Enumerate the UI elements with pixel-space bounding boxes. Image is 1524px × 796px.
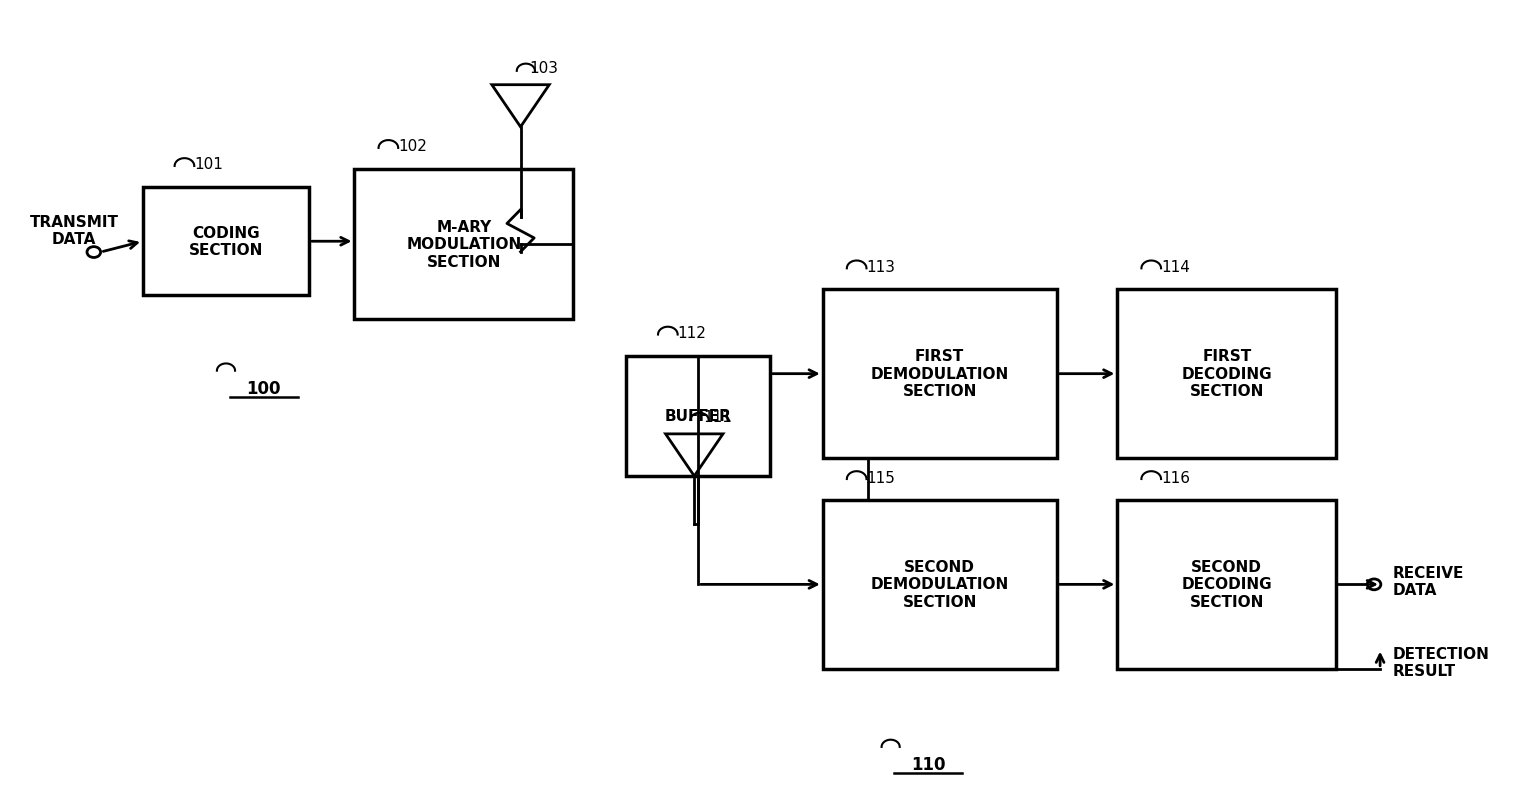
Bar: [1117, 290, 1337, 458]
Text: FIRST
DECODING
SECTION: FIRST DECODING SECTION: [1181, 349, 1271, 399]
Text: 100: 100: [247, 380, 280, 398]
Text: 115: 115: [866, 470, 895, 486]
Bar: [626, 356, 770, 476]
Text: FIRST
DEMODULATION
SECTION: FIRST DEMODULATION SECTION: [870, 349, 1009, 399]
Text: DETECTION
RESULT: DETECTION RESULT: [1393, 646, 1489, 679]
Text: SECOND
DEMODULATION
SECTION: SECOND DEMODULATION SECTION: [870, 560, 1009, 610]
Text: RECEIVE
DATA: RECEIVE DATA: [1393, 565, 1465, 598]
Text: M-ARY
MODULATION
SECTION: M-ARY MODULATION SECTION: [407, 220, 521, 270]
Text: 116: 116: [1161, 470, 1190, 486]
Bar: [823, 500, 1056, 669]
Text: 101: 101: [194, 158, 223, 173]
Bar: [354, 170, 573, 320]
Text: 110: 110: [911, 756, 945, 774]
Text: 103: 103: [529, 61, 558, 76]
Text: 114: 114: [1161, 259, 1190, 275]
Bar: [1117, 500, 1337, 669]
Bar: [143, 187, 309, 296]
Text: 102: 102: [398, 139, 427, 154]
Text: 112: 112: [678, 326, 706, 341]
Text: BUFFER: BUFFER: [664, 408, 732, 423]
Text: SECOND
DECODING
SECTION: SECOND DECODING SECTION: [1181, 560, 1271, 610]
Text: TRANSMIT
DATA: TRANSMIT DATA: [29, 215, 119, 247]
Text: CODING
SECTION: CODING SECTION: [189, 225, 264, 258]
Text: 113: 113: [866, 259, 895, 275]
Text: 111: 111: [703, 410, 732, 425]
Bar: [823, 290, 1056, 458]
